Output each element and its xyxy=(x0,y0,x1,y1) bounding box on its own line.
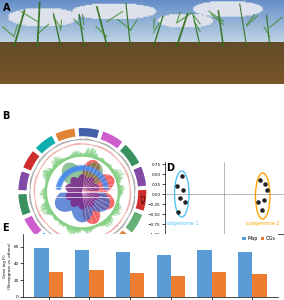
Polygon shape xyxy=(65,174,99,210)
Polygon shape xyxy=(55,128,76,141)
Polygon shape xyxy=(18,171,30,190)
Ellipse shape xyxy=(248,115,260,118)
Point xyxy=(179,174,184,178)
Bar xyxy=(89,270,104,297)
Point xyxy=(174,184,179,188)
Bar xyxy=(238,252,252,297)
Polygon shape xyxy=(36,136,56,154)
X-axis label: PC1: PC1 xyxy=(220,244,229,249)
Polygon shape xyxy=(136,190,146,211)
Bar xyxy=(212,272,226,297)
Polygon shape xyxy=(133,167,146,187)
Point xyxy=(263,182,268,186)
Ellipse shape xyxy=(183,134,194,140)
Bar xyxy=(130,274,144,297)
Polygon shape xyxy=(106,230,129,250)
Ellipse shape xyxy=(239,137,252,140)
Ellipse shape xyxy=(231,116,241,122)
Point xyxy=(256,200,261,204)
Text: subgenome 2: subgenome 2 xyxy=(246,221,279,226)
Ellipse shape xyxy=(175,115,183,123)
Ellipse shape xyxy=(212,112,224,119)
Polygon shape xyxy=(79,128,99,138)
Point xyxy=(176,210,181,214)
Text: C: C xyxy=(167,86,174,96)
Polygon shape xyxy=(83,244,106,256)
Text: D: D xyxy=(166,163,174,173)
Text: 2n = 4x = 28: 2n = 4x = 28 xyxy=(249,88,282,93)
Polygon shape xyxy=(62,163,103,192)
Point xyxy=(265,188,269,192)
Point xyxy=(260,208,264,212)
Ellipse shape xyxy=(181,98,191,105)
Polygon shape xyxy=(24,216,41,236)
Polygon shape xyxy=(39,232,81,256)
Ellipse shape xyxy=(205,136,215,144)
Point xyxy=(183,200,187,204)
Ellipse shape xyxy=(254,99,266,103)
Text: 20 µm: 20 µm xyxy=(255,148,270,153)
Y-axis label: PC2: PC2 xyxy=(141,193,147,203)
Polygon shape xyxy=(18,194,30,215)
Point xyxy=(178,196,182,200)
Point xyxy=(258,178,262,182)
Polygon shape xyxy=(126,212,142,232)
Point xyxy=(261,198,266,203)
Ellipse shape xyxy=(212,153,225,156)
Text: subgenome 1: subgenome 1 xyxy=(165,221,199,226)
Ellipse shape xyxy=(237,98,248,101)
Bar xyxy=(197,250,212,297)
Polygon shape xyxy=(82,160,114,224)
Ellipse shape xyxy=(219,101,230,106)
Point xyxy=(181,188,186,192)
Ellipse shape xyxy=(225,133,235,136)
Polygon shape xyxy=(23,151,39,170)
Legend: Map, OGs: Map, OGs xyxy=(242,236,276,242)
Y-axis label: Gene log FC
(Sheepgrass vs. others): Gene log FC (Sheepgrass vs. others) xyxy=(3,242,12,289)
Bar xyxy=(116,252,130,297)
Ellipse shape xyxy=(259,133,266,140)
Bar xyxy=(252,274,267,297)
Bar xyxy=(157,255,171,297)
Polygon shape xyxy=(101,131,122,148)
Bar xyxy=(171,276,185,297)
Text: A: A xyxy=(3,2,10,13)
Bar xyxy=(49,272,63,297)
Polygon shape xyxy=(55,192,110,222)
Ellipse shape xyxy=(220,126,229,128)
Ellipse shape xyxy=(197,96,208,100)
Ellipse shape xyxy=(189,150,200,155)
Ellipse shape xyxy=(265,112,275,116)
Ellipse shape xyxy=(253,152,262,157)
Polygon shape xyxy=(120,145,139,167)
Bar xyxy=(75,250,89,297)
Ellipse shape xyxy=(192,115,204,118)
Bar xyxy=(34,248,49,297)
Text: B: B xyxy=(2,111,9,121)
Text: E: E xyxy=(2,223,9,233)
Ellipse shape xyxy=(234,149,244,153)
